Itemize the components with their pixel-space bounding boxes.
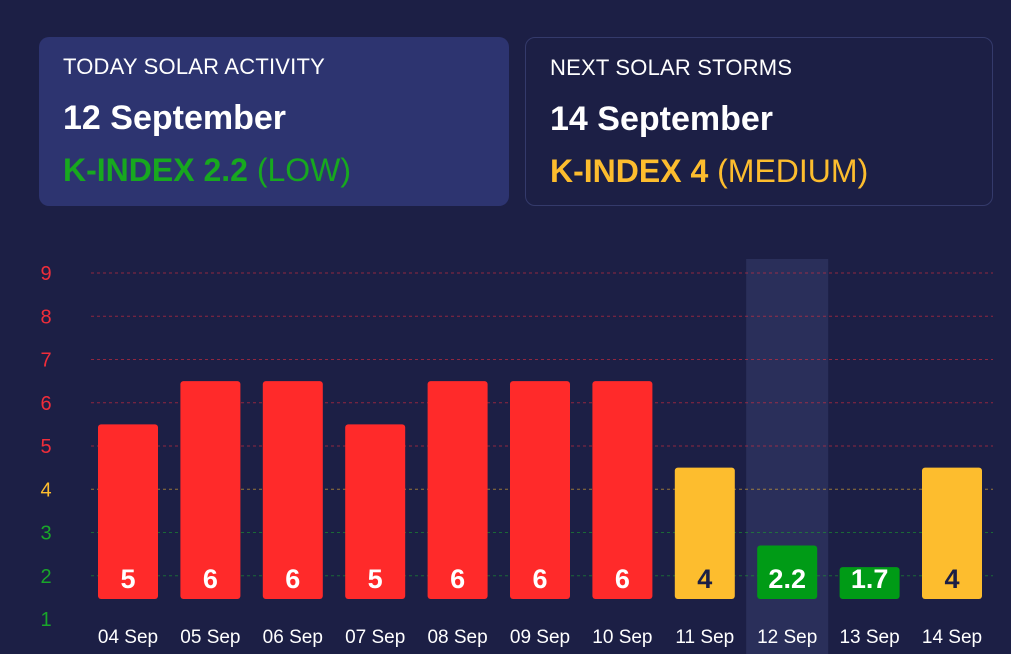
bar [510, 381, 570, 599]
bar [922, 467, 982, 599]
today-card-date: 12 September [63, 99, 286, 137]
bar-value-label: 1.7 [851, 564, 889, 594]
y-tick-label: 2 [40, 566, 51, 588]
x-tick-label: 10 Sep [592, 627, 652, 648]
bar [592, 381, 653, 599]
bar-value-label: 4 [697, 564, 712, 594]
next-card-date: 14 September [550, 100, 773, 138]
x-tick-label: 09 Sep [510, 627, 570, 648]
y-tick-label: 7 [40, 350, 51, 372]
bar [674, 467, 735, 599]
bar-value-label: 5 [368, 564, 383, 594]
x-tick-label: 07 Sep [345, 627, 405, 648]
today-card-heading: TODAY SOLAR ACTIVITY [63, 54, 325, 79]
bar-value-label: 6 [615, 564, 630, 594]
x-tick-label: 04 Sep [98, 627, 158, 648]
x-tick-label: 13 Sep [839, 627, 899, 648]
x-tick-label: 05 Sep [180, 627, 240, 648]
next-kindex-level: (MEDIUM) [717, 153, 869, 189]
bar [262, 381, 323, 599]
bar-value-label: 6 [450, 564, 465, 594]
y-tick-label: 6 [40, 393, 51, 415]
y-tick-label: 9 [40, 263, 51, 285]
bar [839, 567, 900, 599]
bar [427, 381, 488, 599]
next-card-heading: NEXT SOLAR STORMS [550, 55, 793, 80]
x-tick-label: 14 Sep [922, 627, 982, 648]
x-tick-label: 11 Sep [675, 627, 734, 648]
next-kindex-value: K-INDEX 4 [550, 153, 709, 189]
x-tick-label: 12 Sep [757, 627, 817, 648]
y-tick-label: 4 [40, 479, 51, 501]
bar [98, 424, 158, 599]
bar-value-label: 6 [532, 564, 547, 594]
bar [345, 424, 406, 599]
today-activity-card: TODAY SOLAR ACTIVITY 12 September K-INDE… [39, 37, 509, 206]
y-tick-label: 5 [40, 436, 51, 458]
y-tick-label: 1 [40, 609, 51, 631]
bar [180, 381, 241, 599]
x-tick-label: 06 Sep [263, 627, 323, 648]
today-kindex-line: K-INDEX 2.2 (LOW) [63, 152, 485, 188]
bar-value-label: 6 [203, 564, 218, 594]
y-tick-label: 3 [40, 523, 51, 545]
bar [757, 545, 818, 599]
x-tick-label: 08 Sep [427, 627, 487, 648]
today-kindex-value: K-INDEX 2.2 [63, 152, 248, 188]
today-kindex-level: (LOW) [256, 152, 352, 188]
bar-value-label: 5 [120, 564, 135, 594]
next-kindex-line: K-INDEX 4 (MEDIUM) [550, 153, 968, 189]
bar-value-label: 2.2 [768, 564, 806, 594]
next-storms-card: NEXT SOLAR STORMS 14 September K-INDEX 4… [525, 37, 993, 206]
bar-value-label: 6 [285, 564, 300, 594]
bar-value-label: 4 [944, 564, 959, 594]
y-tick-label: 8 [40, 306, 51, 328]
